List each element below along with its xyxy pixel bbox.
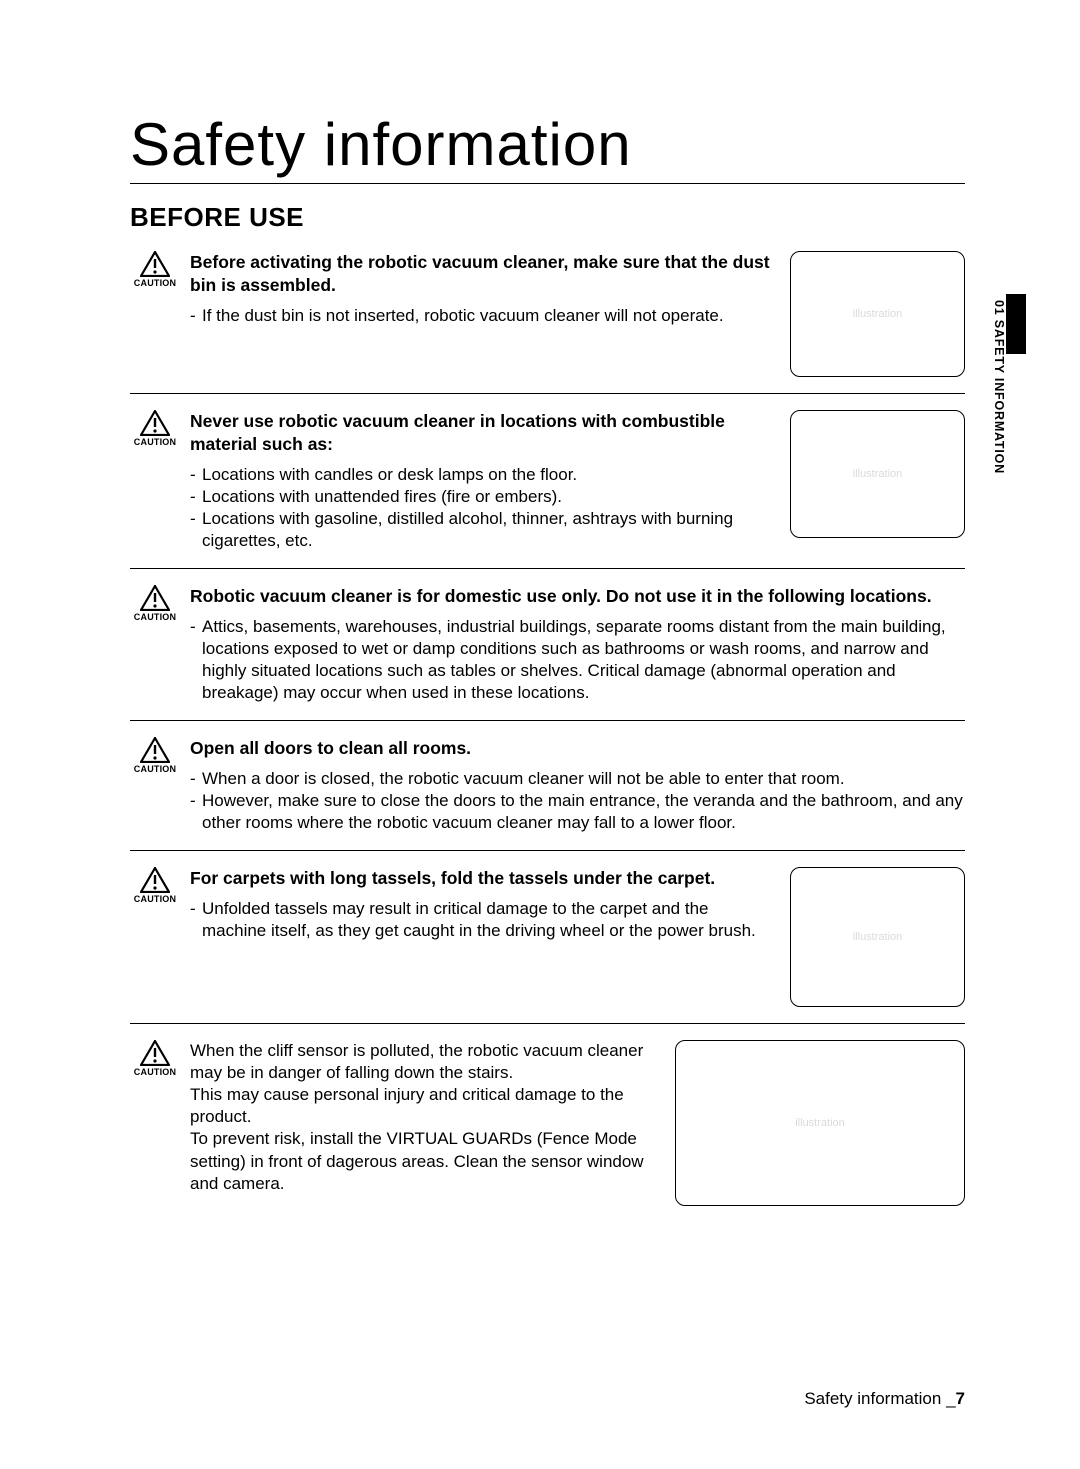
caution-label: CAUTION bbox=[134, 278, 176, 288]
item-heading: For carpets with long tassels, fold the … bbox=[190, 867, 772, 890]
item-heading: Open all doors to clean all rooms. bbox=[190, 737, 965, 760]
item-body: Robotic vacuum cleaner is for domestic u… bbox=[190, 585, 965, 704]
caution-label: CAUTION bbox=[134, 612, 176, 622]
caution-item: CAUTION Robotic vacuum cleaner is for do… bbox=[130, 585, 965, 721]
item-heading: Before activating the robotic vacuum cle… bbox=[190, 251, 772, 297]
item-text: -When a door is closed, the robotic vacu… bbox=[190, 768, 965, 834]
caution-triangle-icon bbox=[140, 585, 170, 611]
caution-item: CAUTION Open all doors to clean all room… bbox=[130, 737, 965, 851]
caution-label: CAUTION bbox=[134, 1067, 176, 1077]
caution-label: CAUTION bbox=[134, 764, 176, 774]
caution-item: CAUTION When the cliff sensor is pollute… bbox=[130, 1040, 965, 1222]
page-title: Safety information bbox=[130, 110, 965, 184]
page-container: Safety information BEFORE USE CAUTION Be… bbox=[0, 0, 1080, 1298]
caution-triangle-icon bbox=[140, 737, 170, 763]
illustration: illustration bbox=[790, 251, 965, 377]
caution-badge: CAUTION bbox=[130, 1040, 180, 1206]
item-body: Never use robotic vacuum cleaner in loca… bbox=[190, 410, 965, 552]
caution-badge: CAUTION bbox=[130, 867, 180, 1007]
bullet-text: Locations with unattended fires (fire or… bbox=[202, 486, 562, 508]
caution-item: CAUTION For carpets with long tassels, f… bbox=[130, 867, 965, 1024]
bullet-text: If the dust bin is not inserted, robotic… bbox=[202, 305, 724, 327]
side-tab: 01 SAFETY INFORMATION bbox=[992, 300, 1020, 580]
section-heading: BEFORE USE bbox=[130, 202, 965, 233]
paragraph: This may cause personal injury and criti… bbox=[190, 1084, 657, 1128]
page-footer: Safety information _7 bbox=[804, 1389, 965, 1409]
bullet-text: Unfolded tassels may result in critical … bbox=[202, 898, 772, 942]
caution-label: CAUTION bbox=[134, 894, 176, 904]
caution-label: CAUTION bbox=[134, 437, 176, 447]
side-tab-label: 01 SAFETY INFORMATION bbox=[992, 300, 1006, 540]
side-tab-marker bbox=[1006, 294, 1026, 354]
caution-item: CAUTION Before activating the robotic va… bbox=[130, 251, 965, 394]
item-text: -Attics, basements, warehouses, industri… bbox=[190, 616, 965, 704]
bullet-text: When a door is closed, the robotic vacuu… bbox=[202, 768, 845, 790]
illustration: illustration bbox=[790, 410, 965, 538]
item-text: -Locations with candles or desk lamps on… bbox=[190, 464, 772, 552]
item-text: -Unfolded tassels may result in critical… bbox=[190, 898, 772, 942]
caution-badge: CAUTION bbox=[130, 251, 180, 377]
caution-triangle-icon bbox=[140, 1040, 170, 1066]
page-number: 7 bbox=[956, 1389, 965, 1408]
footer-label: Safety information _ bbox=[804, 1389, 955, 1408]
caution-triangle-icon bbox=[140, 251, 170, 277]
item-body: When the cliff sensor is polluted, the r… bbox=[190, 1040, 965, 1206]
item-text: -If the dust bin is not inserted, roboti… bbox=[190, 305, 772, 327]
bullet-text: However, make sure to close the doors to… bbox=[202, 790, 965, 834]
caution-item: CAUTION Never use robotic vacuum cleaner… bbox=[130, 410, 965, 569]
bullet-text: Locations with gasoline, distilled alcoh… bbox=[202, 508, 772, 552]
caution-badge: CAUTION bbox=[130, 410, 180, 552]
illustration: illustration bbox=[790, 867, 965, 1007]
caution-badge: CAUTION bbox=[130, 737, 180, 834]
bullet-text: Attics, basements, warehouses, industria… bbox=[202, 616, 965, 704]
bullet-text: Locations with candles or desk lamps on … bbox=[202, 464, 577, 486]
item-body: Open all doors to clean all rooms. -When… bbox=[190, 737, 965, 834]
item-body: Before activating the robotic vacuum cle… bbox=[190, 251, 965, 377]
item-text: When the cliff sensor is polluted, the r… bbox=[190, 1040, 657, 1195]
paragraph: To prevent risk, install the VIRTUAL GUA… bbox=[190, 1128, 657, 1194]
item-body: For carpets with long tassels, fold the … bbox=[190, 867, 965, 1007]
item-heading: Never use robotic vacuum cleaner in loca… bbox=[190, 410, 772, 456]
item-heading: Robotic vacuum cleaner is for domestic u… bbox=[190, 585, 965, 608]
paragraph: When the cliff sensor is polluted, the r… bbox=[190, 1040, 657, 1084]
caution-badge: CAUTION bbox=[130, 585, 180, 704]
illustration: illustration bbox=[675, 1040, 965, 1206]
caution-triangle-icon bbox=[140, 410, 170, 436]
caution-triangle-icon bbox=[140, 867, 170, 893]
